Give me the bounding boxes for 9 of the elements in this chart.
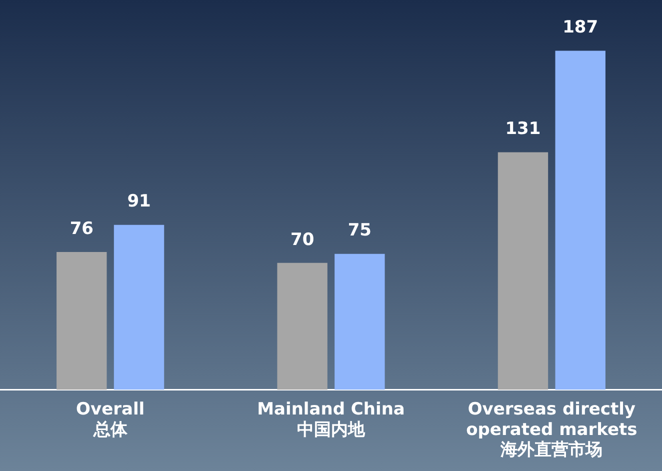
data-label: 91: [127, 192, 151, 212]
x-tick-label: Mainland China 中国内地: [257, 399, 405, 440]
x-tick-label: Overseas directly operated markets 海外直营市场: [466, 399, 638, 460]
data-label: 131: [505, 119, 541, 140]
data-label: 76: [70, 218, 94, 239]
data-label: 75: [348, 220, 372, 241]
data-label: 70: [290, 230, 314, 250]
data-label: 187: [562, 18, 598, 38]
x-tick-label: Overall 总体: [76, 399, 145, 440]
